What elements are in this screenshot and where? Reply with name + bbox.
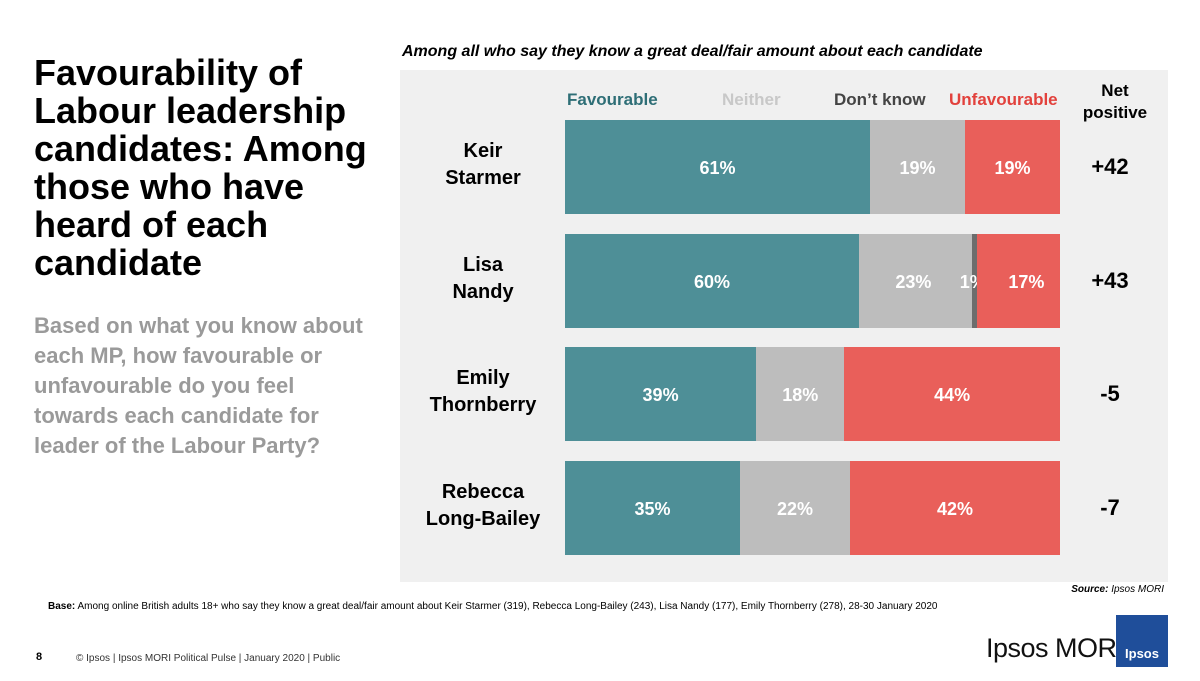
logo-text: Ipsos <box>1125 646 1159 661</box>
bar-segment-favourable <box>565 233 860 328</box>
base-label: Base: <box>48 601 76 612</box>
legend-unfavourable: Unfavourable <box>949 90 1058 109</box>
bar-segment-neither <box>870 120 965 214</box>
page-title: Favourability of Labour leadership candi… <box>34 52 367 283</box>
candidate-label: Keir Starmer <box>408 138 558 192</box>
candidate-label-line: Long-Bailey <box>425 507 541 530</box>
data-label: 44% <box>934 385 971 405</box>
base-note: Base: Among online British adults 18+ wh… <box>48 601 937 612</box>
bar-segment-don-t-know <box>971 233 977 328</box>
candidate-label-line: Emily <box>456 367 510 389</box>
data-label: 23% <box>895 271 932 292</box>
brand-name: Ipsos MORI <box>986 633 1124 663</box>
data-label: 61% <box>699 158 736 178</box>
data-label: 35% <box>634 498 671 519</box>
page-number: 8 <box>36 651 43 663</box>
data-label: 42% <box>936 498 974 519</box>
footer-text: © Ipsos | Ipsos MORI Political Pulse | J… <box>76 653 341 664</box>
bar-segment-unfavourable <box>850 460 1060 555</box>
bar-segment-neither <box>740 460 850 555</box>
candidate-label: Lisa Nandy <box>408 252 558 306</box>
source-label: Source: <box>1071 584 1109 595</box>
ipsos-logo-icon: Ipsos <box>1116 615 1168 667</box>
data-label: 60% <box>694 271 731 292</box>
net-positive-value: +42 <box>1091 154 1129 179</box>
candidate-label-line: Nandy <box>452 280 514 303</box>
candidate-label-line: Keir <box>463 140 503 162</box>
bar-segment-favourable <box>565 347 757 441</box>
data-label: 17% <box>1008 271 1045 292</box>
candidate-label-line: Thornberry <box>429 394 537 416</box>
source-note: Source: Ipsos MORI <box>1071 584 1164 595</box>
bar-segment-favourable <box>565 120 870 214</box>
legend-neither: Neither <box>722 90 781 109</box>
data-label: 39% <box>642 385 679 405</box>
data-label: 22% <box>776 498 814 519</box>
legend-favourable: Favourable <box>567 90 658 109</box>
data-label: 18% <box>782 385 819 405</box>
net-positive-value: -7 <box>1100 494 1120 520</box>
net-positive-value: +43 <box>1091 267 1129 293</box>
data-label: 19% <box>899 158 936 178</box>
source-text: Ipsos MORI <box>1111 584 1164 595</box>
candidate-label-line: Starmer <box>445 167 521 189</box>
net-positive-value: -5 <box>1100 381 1120 406</box>
legend-don-t-know: Don’t know <box>834 90 926 109</box>
net-positive-header: Net positive <box>1082 81 1148 122</box>
base-text: Among online British adults 18+ who say … <box>77 601 938 612</box>
data-label: 19% <box>994 158 1031 178</box>
chart-title: Among all who say they know a great deal… <box>402 43 983 60</box>
candidate-label: Rebecca Long-Bailey <box>408 479 558 533</box>
survey-question: Based on what you know about each MP, ho… <box>34 313 363 458</box>
bar-segment-neither <box>756 347 845 441</box>
candidate-label: Emily Thornberry <box>408 365 558 419</box>
candidate-label-line: Rebecca <box>441 480 525 503</box>
candidate-label-line: Lisa <box>462 253 504 276</box>
bar-segment-favourable <box>565 460 740 555</box>
bar-segment-unfavourable <box>965 120 1060 214</box>
bar-segment-unfavourable <box>976 233 1060 328</box>
bar-segment-unfavourable <box>844 347 1060 441</box>
bar-segment-neither <box>859 233 972 328</box>
